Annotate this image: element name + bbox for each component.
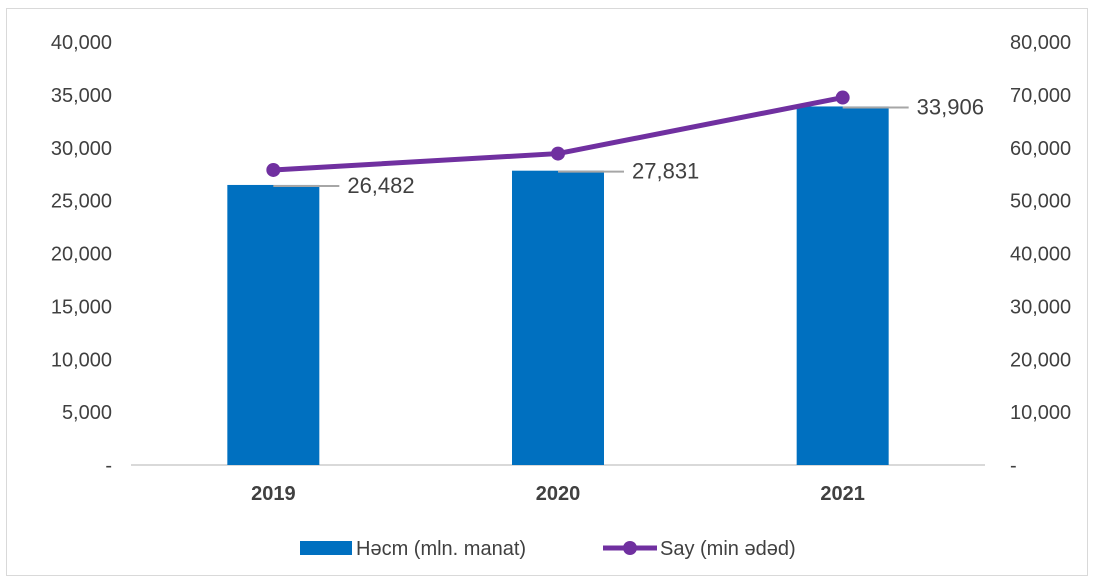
bar	[796, 106, 889, 465]
right-tick-label: 10,000	[1010, 402, 1071, 424]
x-tick-label: 2020	[536, 483, 581, 505]
legend-label: Say (min ədəd)	[660, 538, 796, 560]
right-tick-label: -	[1010, 455, 1017, 477]
x-axis-ticks: 2019 2020 2021	[251, 483, 865, 505]
data-label: 33,906	[917, 94, 984, 119]
legend: Həcm (mln. manat) Say (min ədəd)	[300, 538, 796, 560]
x-tick-label: 2019	[251, 483, 296, 505]
data-label: 26,482	[347, 173, 414, 198]
bar	[512, 170, 604, 465]
left-tick-label: -	[105, 455, 112, 477]
legend-swatch-bar	[300, 541, 352, 555]
right-tick-label: 50,000	[1010, 191, 1071, 213]
left-axis-ticks: - 5,000 10,000 15,000 20,000 25,000 30,000 35,0…	[51, 32, 112, 477]
left-tick-label: 15,000	[51, 296, 112, 318]
bar-series	[227, 106, 889, 465]
left-tick-label: 40,000	[51, 32, 112, 54]
right-axis-ticks: - 10,000 20,000 30,000 40,000 50,000 60,000 70,…	[1010, 32, 1071, 477]
right-tick-label: 20,000	[1010, 349, 1071, 371]
left-tick-label: 5,000	[62, 402, 112, 424]
line-point	[835, 90, 850, 105]
right-tick-label: 80,000	[1010, 32, 1071, 54]
right-tick-label: 60,000	[1010, 138, 1071, 160]
x-tick-label: 2021	[820, 483, 865, 505]
left-tick-label: 30,000	[51, 138, 112, 160]
right-tick-label: 30,000	[1010, 296, 1071, 318]
line-point	[551, 146, 565, 161]
data-labels: 26,482 27,831 33,906	[347, 94, 984, 198]
data-label: 27,831	[632, 159, 699, 184]
left-tick-label: 25,000	[51, 191, 112, 213]
line-series	[266, 90, 850, 177]
left-tick-label: 20,000	[51, 244, 112, 266]
legend-label: Həcm (mln. manat)	[356, 538, 526, 560]
bar	[227, 184, 320, 465]
left-tick-label: 10,000	[51, 349, 112, 371]
right-tick-label: 70,000	[1010, 85, 1071, 107]
line-point	[266, 162, 281, 177]
right-tick-label: 40,000	[1010, 244, 1071, 266]
legend-swatch-marker	[623, 541, 637, 555]
data-label-leaders	[273, 106, 909, 187]
left-tick-label: 35,000	[51, 85, 112, 107]
